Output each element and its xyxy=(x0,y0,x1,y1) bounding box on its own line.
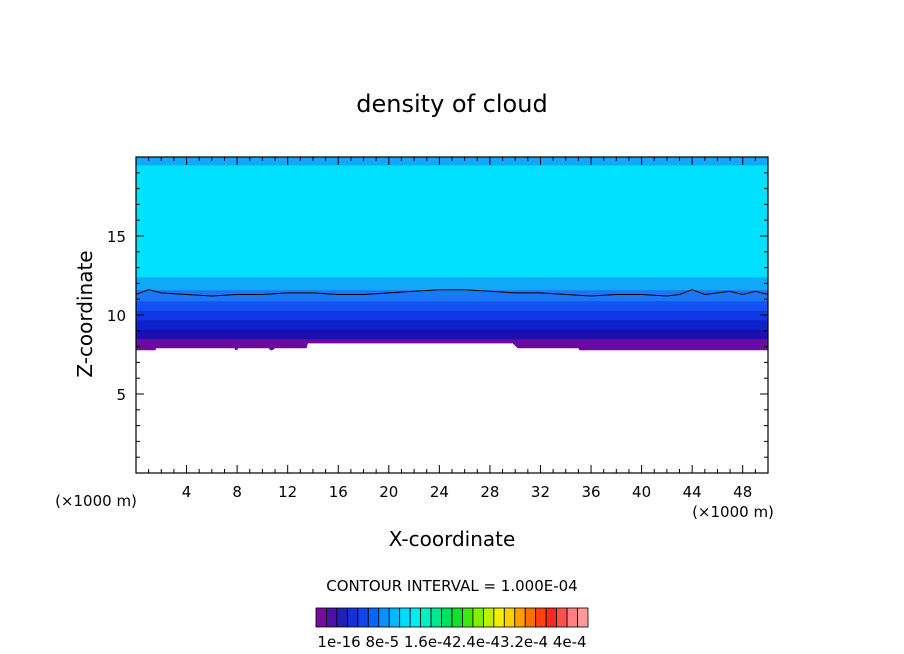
chart-title: density of cloud xyxy=(356,90,547,118)
colorbar-tick-labels: 1e-16 8e-5 1.6e-42.4e-43.2e-4 4e-4 xyxy=(317,633,586,651)
colorbar-swatch xyxy=(503,607,516,628)
colorbar-swatch xyxy=(326,607,338,628)
x-unit-left: (×1000 m) xyxy=(55,492,137,510)
contour-band-6 xyxy=(136,277,768,291)
colorbar-swatch xyxy=(524,607,537,628)
contour-band-7 xyxy=(136,164,768,278)
x-tick-label: 12 xyxy=(278,483,297,501)
colorbar-swatch xyxy=(378,607,390,628)
colorbar-swatch xyxy=(346,607,359,628)
plot-area xyxy=(135,157,769,473)
colorbar-swatch xyxy=(367,607,380,628)
colorbar-swatch xyxy=(535,607,547,628)
x-tick-label: 4 xyxy=(182,483,192,501)
contour-interval-label: CONTOUR INTERVAL = 1.000E-04 xyxy=(326,577,577,595)
colorbar-swatch xyxy=(357,607,369,628)
colorbar-swatch xyxy=(441,607,453,628)
colorbar-swatch xyxy=(388,607,401,628)
x-tick-label: 40 xyxy=(632,483,651,501)
x-unit-right: (×1000 m) xyxy=(692,503,774,521)
colorbar-swatch xyxy=(472,607,484,628)
colorbar-swatch xyxy=(420,607,432,628)
contour-band-8 xyxy=(136,157,768,166)
colorbar-swatch xyxy=(514,607,526,628)
x-tick-label: 28 xyxy=(480,483,499,501)
colorbar-swatch xyxy=(409,607,422,628)
y-tick-label: 15 xyxy=(107,228,126,246)
colorbar-swatch xyxy=(399,607,411,628)
colorbar xyxy=(315,607,589,628)
colorbar-swatch xyxy=(566,607,578,628)
contour-band-1 xyxy=(136,329,768,340)
colorbar-swatch xyxy=(462,607,474,628)
x-tick-label: 48 xyxy=(733,483,752,501)
colorbar-swatch xyxy=(493,607,505,628)
contour-band-2 xyxy=(136,319,768,330)
y-tick-label: 10 xyxy=(107,307,126,325)
y-tick-label: 5 xyxy=(116,386,126,404)
contour-band-4 xyxy=(136,300,768,311)
contour-line xyxy=(135,289,769,297)
x-axis-label: X-coordinate xyxy=(389,527,516,551)
x-tick-label: 32 xyxy=(531,483,550,501)
contour-band-5 xyxy=(136,289,768,302)
contour-band-3 xyxy=(136,310,768,321)
x-tick-label: 16 xyxy=(329,483,348,501)
x-tick-label: 24 xyxy=(430,483,449,501)
cloud-free-region xyxy=(136,343,768,473)
colorbar-swatch xyxy=(545,607,558,628)
colorbar-swatch xyxy=(451,607,463,628)
colorbar-swatch xyxy=(556,607,568,628)
x-tick-label: 8 xyxy=(232,483,242,501)
colorbar-swatch xyxy=(430,607,442,628)
x-tick-label: 44 xyxy=(683,483,702,501)
colorbar-swatch xyxy=(336,607,348,628)
x-tick-label: 36 xyxy=(581,483,600,501)
colorbar-swatch xyxy=(315,607,327,628)
colorbar-swatch xyxy=(482,607,495,628)
colorbar-swatch xyxy=(577,607,589,628)
x-tick-label: 20 xyxy=(379,483,398,501)
y-axis-label: Z-coordinate xyxy=(73,250,97,377)
